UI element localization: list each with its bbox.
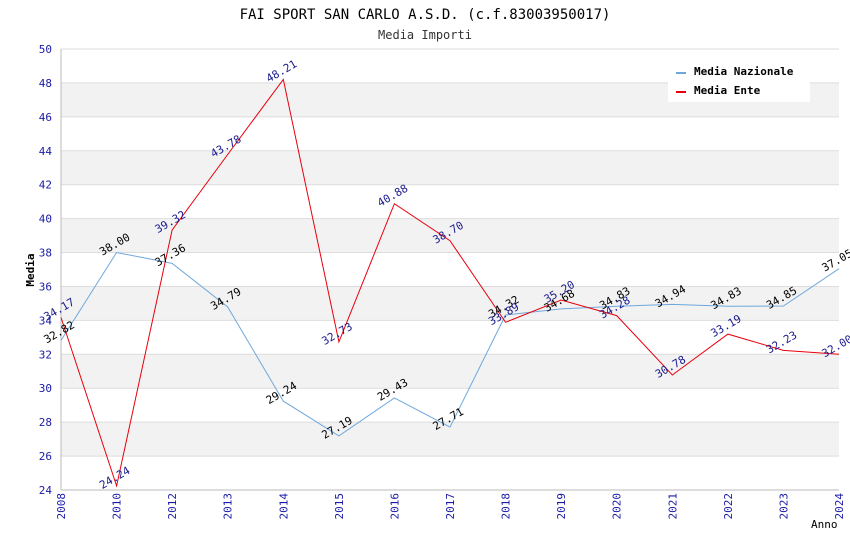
series-line-media-ente (60, 78, 840, 488)
x-axis-label: Anno (811, 518, 838, 531)
x-tick-label: 2014 (277, 493, 290, 520)
legend-label-media-nazionale: Media Nazionale (694, 65, 794, 78)
x-tick-label: 2015 (333, 493, 346, 520)
data-label-media-ente: 32.73 (320, 320, 355, 348)
y-tick-label: 46 (39, 111, 52, 124)
x-tick-label: 2020 (611, 493, 624, 520)
y-tick-label: 28 (39, 416, 52, 429)
chart-title: FAI SPORT SAN CARLO A.S.D. (c.f.83003950… (240, 7, 611, 23)
y-tick-label: 34 (39, 314, 53, 327)
x-tick-label: 2019 (555, 493, 568, 520)
x-tick-label: 2018 (500, 493, 513, 520)
data-label-media-ente: 32.23 (764, 328, 799, 356)
grid-bands (61, 82, 839, 457)
y-tick-label: 40 (39, 213, 52, 226)
y-tick-label: 42 (39, 179, 52, 192)
grid-band (61, 150, 839, 185)
axes (60, 49, 839, 491)
x-tick-label: 2016 (388, 493, 401, 520)
legend: Media Nazionale Media Ente (668, 60, 810, 102)
series-line-media-nazionale (60, 251, 840, 437)
x-tick-label: 2013 (222, 493, 235, 520)
x-tick-label: 2017 (444, 493, 457, 520)
y-tick-label: 38 (39, 247, 52, 260)
data-label-media-ente: 40.88 (375, 182, 410, 210)
series-lines (60, 78, 840, 488)
y-tick-label: 32 (39, 348, 52, 361)
x-tick-label: 2021 (666, 493, 679, 520)
grid-band (61, 354, 839, 389)
y-tick-label: 48 (39, 77, 52, 90)
x-tick-label: 2012 (166, 493, 179, 520)
y-tick-label: 30 (39, 382, 52, 395)
y-tick-label: 36 (39, 280, 52, 293)
grid-band (61, 422, 839, 457)
grid-band (61, 218, 839, 253)
x-tick-labels: 2008 2010 2012 2013 2014 2015 2016 2017 2018 2019… (55, 493, 846, 520)
y-tick-label: 50 (39, 43, 52, 56)
legend-box (668, 60, 810, 102)
y-tick-label: 44 (39, 145, 53, 158)
data-label-media-ente: 24.24 (97, 464, 133, 492)
x-tick-label: 2024 (833, 493, 846, 520)
y-tick-label: 24 (39, 484, 53, 497)
x-tick-label: 2010 (111, 493, 124, 520)
chart-subtitle: Media Importi (378, 28, 472, 42)
x-tick-label: 2008 (55, 493, 68, 520)
y-tick-label: 26 (39, 450, 52, 463)
x-tick-label: 2022 (722, 493, 735, 520)
y-tick-labels: 24 26 28 30 32 34 36 38 40 42 44 46 48 50 (39, 43, 53, 497)
grid-band (61, 286, 839, 321)
legend-label-media-ente: Media Ente (694, 84, 761, 97)
y-axis-label: Media (24, 253, 37, 286)
x-tick-label: 2023 (777, 493, 790, 520)
